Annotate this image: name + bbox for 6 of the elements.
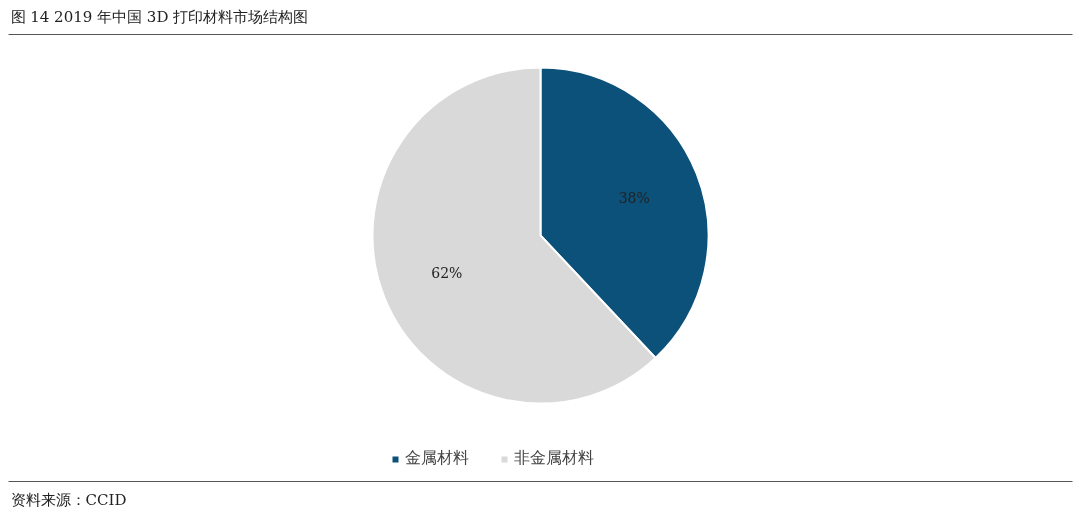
legend-label: 非金属材料 [514, 448, 594, 469]
data-label: 38% [618, 190, 650, 207]
text: 图 14 2019 年中国 3D 打印材料市场结构图 [10, 7, 309, 26]
text: 资料来源：CCID [10, 490, 127, 509]
legend-label: 金属材料 [405, 448, 469, 469]
data-label: 62% [431, 264, 463, 281]
